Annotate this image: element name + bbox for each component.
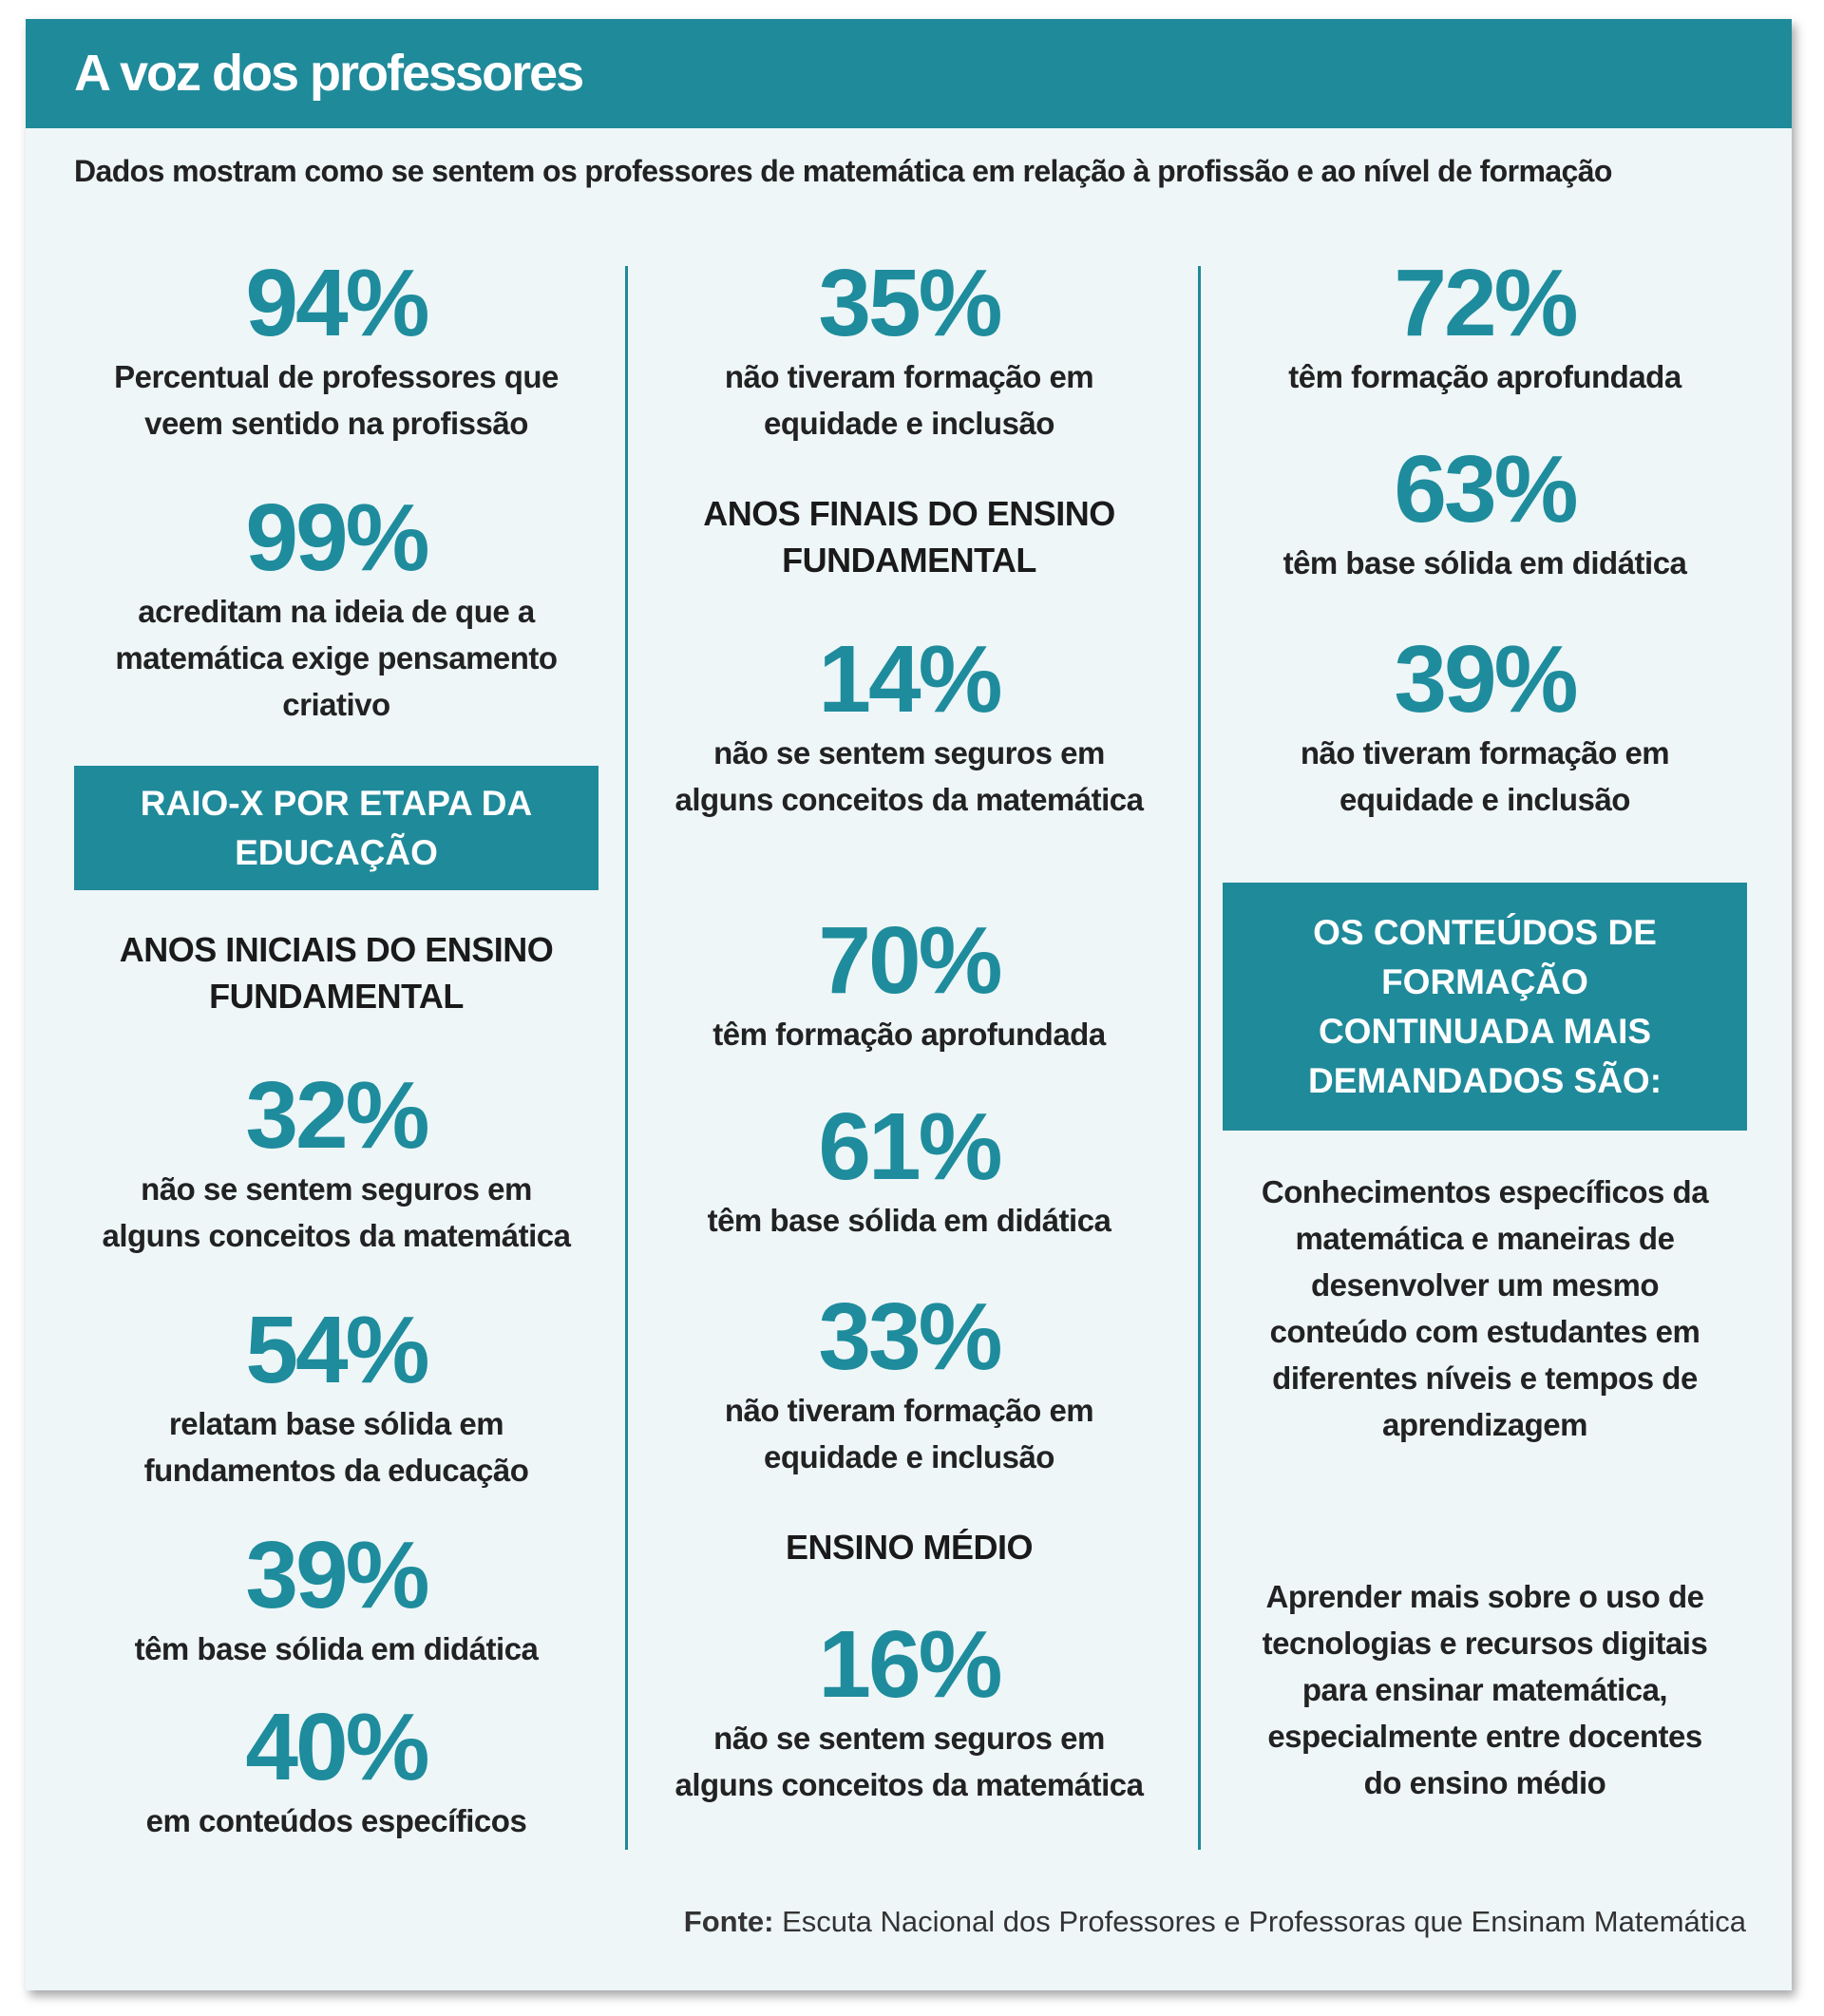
- stat-value: 61%: [818, 1094, 1002, 1200]
- stat-label: acreditam na ideia de que a matemática e…: [115, 594, 558, 722]
- stat: 39% não tiveram formação em equidade e in…: [1219, 630, 1751, 823]
- demand-text: Conhecimentos específicos da matemática …: [1261, 1174, 1709, 1442]
- card: A voz dos professores Dados mostram como…: [26, 19, 1792, 1990]
- stat-value: 39%: [245, 1522, 429, 1628]
- stat-label: não se sentem seguros em alguns conceito…: [674, 1721, 1144, 1802]
- header-bar: [26, 19, 1792, 128]
- stat: 16% não se sentem seguros em alguns conce…: [643, 1615, 1175, 1808]
- divider: [1198, 266, 1201, 1850]
- stat: 14% não se sentem seguros em alguns conce…: [643, 630, 1175, 823]
- stat-value: 70%: [818, 907, 1002, 1014]
- stat-label: não tiveram formação em equidade e inclu…: [724, 359, 1094, 441]
- stat-label: Percentual de professores que veem senti…: [114, 359, 559, 441]
- stat-label: não tiveram formação em equidade e inclu…: [724, 1393, 1094, 1474]
- stat: 54% relatam base sólida em fundamentos da…: [70, 1301, 602, 1493]
- footer: Fonte: Escuta Nacional dos Professores e…: [684, 1905, 1746, 1939]
- stat: 63% têm base sólida em didática: [1219, 440, 1751, 586]
- demand-text: Aprender mais sobre o uso de tecnologias…: [1262, 1579, 1708, 1800]
- stat-label: têm base sólida em didática: [707, 1203, 1112, 1238]
- stat-label: não se sentem seguros em alguns conceito…: [674, 735, 1144, 817]
- stat-label: têm base sólida em didática: [1282, 545, 1687, 580]
- stat-value: 94%: [245, 250, 429, 356]
- stat-value: 54%: [245, 1297, 429, 1403]
- stat-label: não se sentem seguros em alguns conceito…: [102, 1171, 571, 1253]
- stat-label: relatam base sólida em fundamentos da ed…: [143, 1406, 529, 1488]
- stat-value: 33%: [818, 1284, 1002, 1390]
- stat-value: 72%: [1394, 250, 1578, 356]
- stat-value: 32%: [245, 1062, 429, 1169]
- section-box: OS CONTEÚDOS DE FORMAÇÃO CONTINUADA MAIS…: [1223, 883, 1747, 1131]
- footer-label: Fonte:: [683, 1905, 774, 1938]
- stat: 61% têm base sólida em didática: [643, 1097, 1175, 1244]
- stat: 94% Percentual de professores que veem se…: [70, 254, 602, 447]
- stat: 39% têm base sólida em didática: [70, 1526, 602, 1672]
- stat: 70% têm formação aprofundada: [643, 911, 1175, 1057]
- stat-label: têm base sólida em didática: [134, 1631, 539, 1666]
- stat-value: 39%: [1394, 626, 1578, 732]
- stat-label: em conteúdos específicos: [145, 1803, 527, 1838]
- stat: 35% não tiveram formação em equidade e in…: [643, 254, 1175, 447]
- stat-value: 16%: [818, 1611, 1002, 1718]
- stat-value: 14%: [818, 626, 1002, 732]
- stat: 33% não tiveram formação em equidade e in…: [643, 1287, 1175, 1480]
- stat-value: 63%: [1394, 436, 1578, 542]
- title: A voz dos professores: [74, 45, 584, 102]
- stat-label: têm formação aprofundada: [1288, 359, 1682, 394]
- section-heading: ENSINO MÉDIO: [785, 1528, 1034, 1567]
- section-box: RAIO-X POR ETAPA DA EDUCAÇÃO: [74, 766, 598, 890]
- section-heading: ANOS INICIAIS DO ENSINO FUNDAMENTAL: [119, 930, 554, 1016]
- stat: 99% acreditam na ideia de que a matemátic…: [70, 488, 602, 728]
- divider: [625, 266, 628, 1850]
- stat-value: 99%: [245, 485, 429, 591]
- footer-text: Escuta Nacional dos Professores e Profes…: [782, 1905, 1746, 1938]
- stat: 40% em conteúdos específicos: [70, 1698, 602, 1844]
- stat-label: têm formação aprofundada: [712, 1017, 1106, 1052]
- section-heading: ANOS FINAIS DO ENSINO FUNDAMENTAL: [703, 494, 1115, 580]
- stat-label: não tiveram formação em equidade e inclu…: [1300, 735, 1670, 817]
- stat-value: 40%: [245, 1694, 429, 1800]
- stat-value: 35%: [818, 250, 1002, 356]
- subtitle: Dados mostram como se sentem os professo…: [74, 154, 1612, 188]
- stat: 72% têm formação aprofundada: [1219, 254, 1751, 400]
- stat: 32% não se sentem seguros em alguns conce…: [70, 1066, 602, 1259]
